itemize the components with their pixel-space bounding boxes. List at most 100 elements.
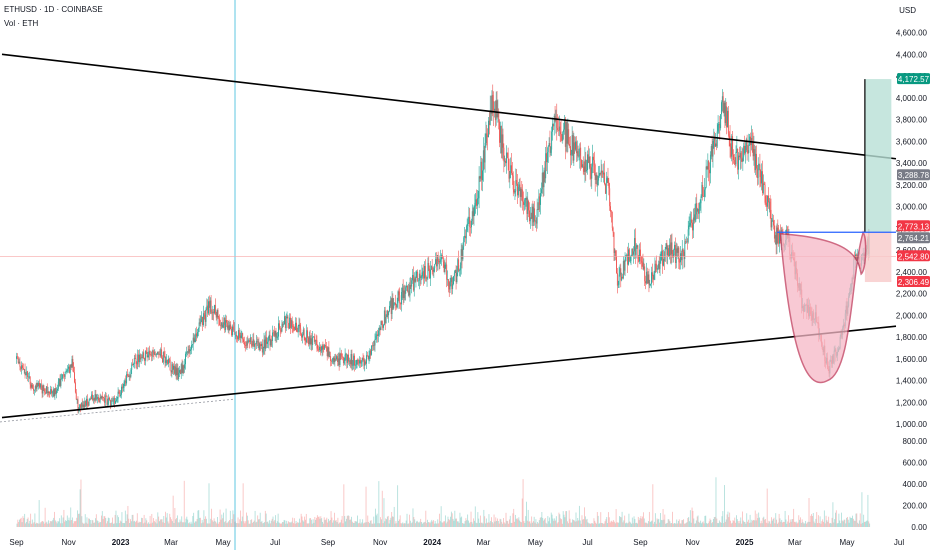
candle — [726, 106, 728, 128]
volume-bar — [472, 523, 474, 527]
candle — [20, 366, 22, 370]
candle — [40, 383, 42, 390]
candle — [43, 385, 45, 389]
candle — [599, 172, 600, 176]
volume-bar — [559, 514, 561, 527]
volume-bar — [335, 520, 337, 527]
candle — [348, 354, 349, 362]
candle — [145, 351, 147, 352]
volume-bar — [514, 514, 516, 527]
volume-bar — [710, 519, 712, 527]
volume-bar — [814, 523, 816, 527]
volume-bar — [153, 520, 155, 527]
candle — [499, 125, 501, 143]
volume-bar — [174, 507, 176, 527]
volume-bar — [278, 522, 280, 527]
candle — [371, 345, 373, 355]
candle — [732, 136, 734, 155]
volume-bar — [690, 522, 692, 527]
volume-bar — [629, 521, 631, 527]
candle — [567, 129, 569, 144]
candle — [315, 340, 317, 341]
candle — [595, 174, 597, 181]
volume-bar — [168, 523, 170, 527]
volume-bar — [840, 523, 842, 527]
volume-bar — [826, 520, 828, 527]
volume-bar — [223, 512, 224, 527]
volume-bar — [390, 517, 392, 527]
volume-bar — [584, 516, 586, 527]
price-badge — [897, 250, 930, 262]
candle — [647, 274, 649, 284]
volume-bar — [656, 518, 658, 527]
volume-bar — [422, 522, 424, 527]
volume-bar — [832, 502, 834, 527]
volume-bar — [676, 519, 678, 527]
candle — [172, 364, 174, 370]
candle — [41, 389, 43, 394]
candle — [509, 174, 511, 179]
volume-bar — [780, 521, 782, 527]
volume-indicator-label[interactable]: Vol · ETH — [4, 19, 39, 28]
volume-bar — [747, 519, 749, 527]
candle — [510, 165, 512, 175]
volume-bar — [855, 513, 857, 527]
symbol-title[interactable]: ETHUSD · 1D · COINBASE — [4, 5, 103, 14]
candle — [588, 157, 590, 163]
volume-bar — [841, 520, 843, 527]
candle — [525, 198, 527, 200]
candle — [183, 365, 185, 369]
volume-bar — [787, 521, 789, 527]
volume-bar — [280, 523, 282, 527]
candle — [101, 396, 103, 399]
candle — [240, 335, 242, 338]
candle — [365, 355, 367, 364]
candle — [467, 223, 469, 227]
volume-bar — [591, 523, 593, 527]
candle — [447, 279, 448, 280]
volume-bar — [341, 515, 343, 527]
volume-bar — [230, 523, 232, 527]
volume-bar — [509, 515, 511, 527]
volume-bar — [389, 519, 391, 527]
candle — [64, 371, 66, 377]
candle — [479, 176, 481, 179]
candle — [641, 261, 643, 263]
candle — [593, 160, 595, 166]
candle — [263, 339, 265, 349]
volume-bar — [131, 514, 133, 527]
volume-bar — [48, 520, 49, 527]
candle — [772, 220, 774, 222]
volume-bar — [520, 521, 521, 527]
candle — [65, 371, 67, 373]
candle — [31, 384, 33, 388]
candle — [540, 189, 542, 194]
candle — [711, 146, 713, 157]
volume-bar — [791, 519, 793, 527]
volume-bar — [852, 518, 854, 527]
candle — [35, 386, 37, 389]
candle — [602, 172, 604, 175]
candle — [381, 321, 383, 324]
candle — [242, 333, 244, 340]
trendline-lower — [1, 325, 897, 419]
candle — [522, 189, 524, 202]
candle — [642, 262, 644, 270]
volume-bar — [113, 523, 115, 527]
candle — [511, 165, 512, 173]
volume-bar — [294, 523, 296, 527]
volume-bar — [404, 523, 405, 527]
volume-bar — [759, 523, 761, 527]
candle — [701, 184, 703, 197]
candle — [258, 341, 260, 350]
volume-bar — [334, 512, 335, 527]
candle — [733, 154, 734, 160]
candle — [254, 343, 256, 347]
volume-bar — [434, 520, 436, 527]
candle — [314, 340, 316, 342]
volume-bar — [20, 517, 22, 527]
candle — [151, 351, 153, 356]
volume-bar — [114, 514, 116, 527]
volume-bar — [354, 521, 356, 527]
